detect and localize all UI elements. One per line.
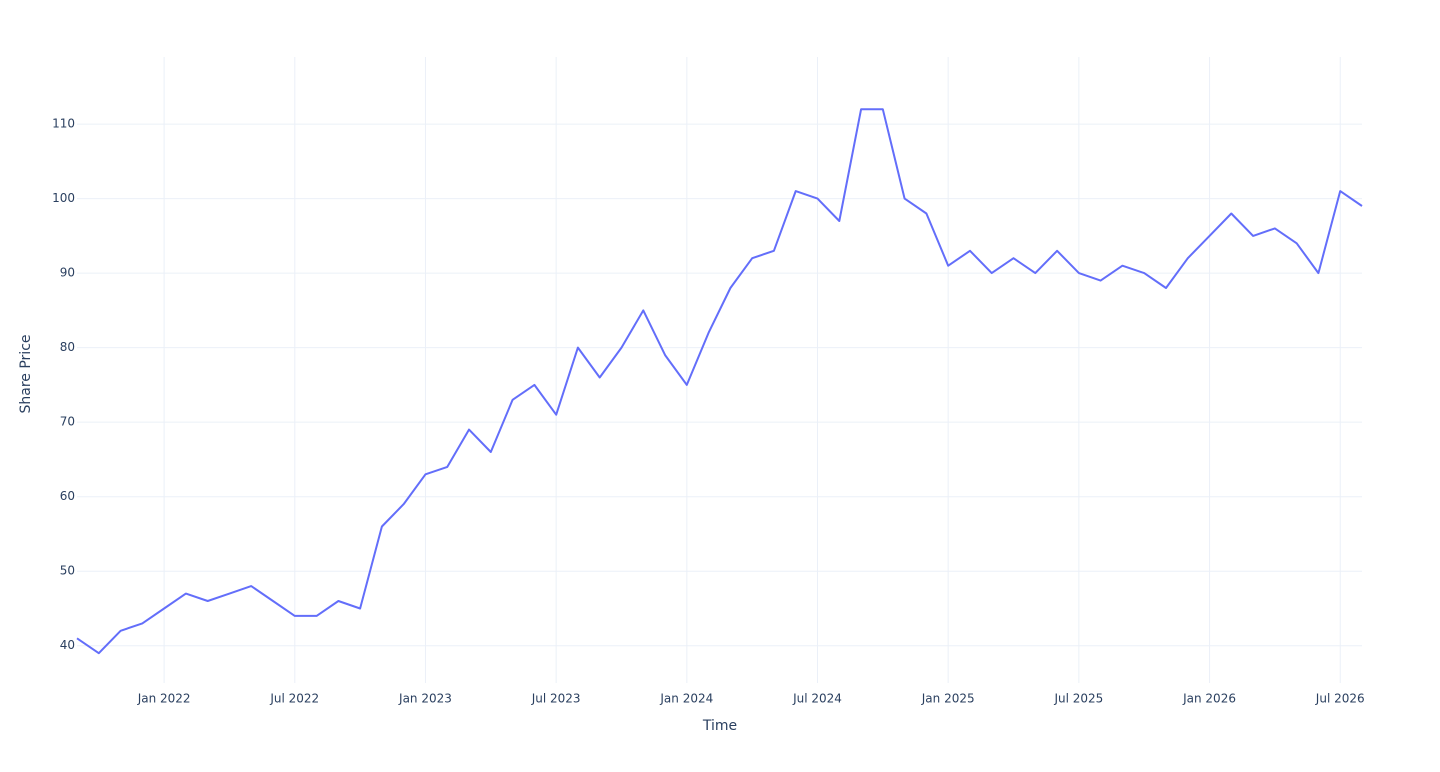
x-tick-label: Jan 2026 bbox=[1182, 692, 1236, 706]
x-tick-label: Jul 2025 bbox=[1053, 692, 1103, 706]
y-tick-label: 110 bbox=[52, 117, 75, 131]
price-line bbox=[76, 108, 1363, 655]
y-tick-label: 90 bbox=[60, 266, 75, 280]
y-tick-label: 40 bbox=[60, 638, 75, 652]
y-tick-label: 80 bbox=[60, 340, 75, 354]
x-tick-label: Jul 2023 bbox=[531, 692, 581, 706]
y-tick-label: 60 bbox=[60, 489, 75, 503]
y-tick-label: 100 bbox=[52, 191, 75, 205]
y-axis-title: Share Price bbox=[18, 334, 34, 413]
y-tick-label: 70 bbox=[60, 415, 75, 429]
x-tick-label: Jul 2026 bbox=[1315, 692, 1365, 706]
x-tick-label: Jul 2022 bbox=[269, 692, 319, 706]
x-tick-label: Jan 2024 bbox=[659, 692, 713, 706]
y-tick-label: 50 bbox=[60, 564, 75, 578]
x-axis-title: Time bbox=[702, 718, 737, 734]
x-tick-label: Jan 2023 bbox=[398, 692, 452, 706]
x-tick-label: Jan 2025 bbox=[921, 692, 975, 706]
x-tick-label: Jul 2024 bbox=[792, 692, 842, 706]
x-tick-label: Jan 2022 bbox=[137, 692, 191, 706]
